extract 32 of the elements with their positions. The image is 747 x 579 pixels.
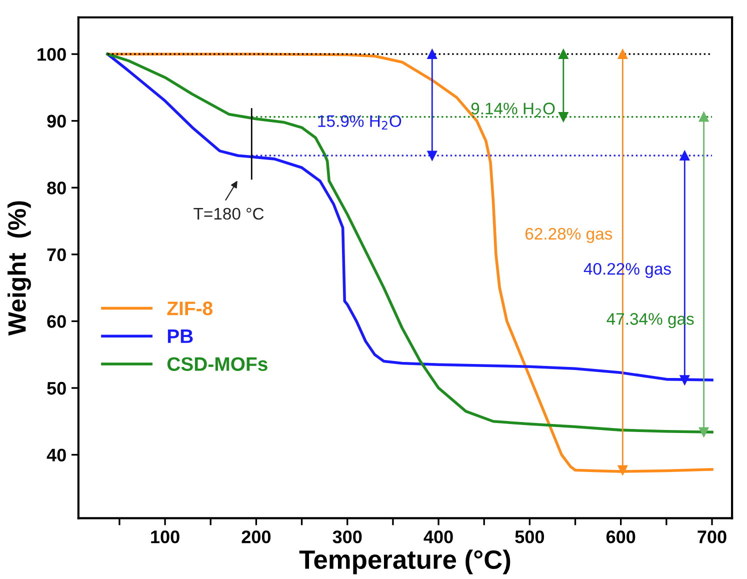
point — [698, 427, 709, 437]
point — [427, 150, 437, 160]
x-tick-label: 300 — [332, 530, 362, 544]
y-tick-label: 90 — [47, 114, 66, 128]
y-tick-label: 100 — [38, 48, 66, 61]
annotation: 62.28% gas — [525, 228, 612, 243]
point — [427, 49, 437, 59]
x-tick-label: 600 — [606, 530, 636, 544]
legend-label: ZIF-8 — [167, 302, 212, 316]
y-tick-label: 80 — [47, 182, 66, 194]
annotation: T=180 °C — [194, 208, 264, 220]
point — [618, 49, 628, 59]
point — [680, 150, 690, 160]
point — [680, 375, 690, 385]
x-tick-label: 400 — [424, 530, 453, 544]
x-tick-label: 200 — [242, 530, 271, 544]
x-tick-label: 700 — [698, 530, 726, 544]
legend-label: PB — [168, 330, 193, 343]
y-tick-label: 40 — [46, 448, 66, 462]
point — [698, 112, 709, 122]
y-tick-label: 50 — [47, 382, 66, 395]
point — [558, 49, 568, 59]
point — [558, 112, 568, 122]
x-axis-title: Temperature (°C) — [299, 550, 510, 574]
y-axis-title: Weight (%) — [8, 201, 31, 336]
legend-label: CSD-MOFs — [167, 357, 268, 371]
x-tick-label: 100 — [151, 530, 180, 544]
y-tick-label: 60 — [47, 315, 66, 328]
annotation: 15.9% H$_{2}$O — [318, 115, 402, 130]
point — [618, 465, 628, 475]
x-tick-label: 500 — [515, 530, 544, 544]
y-tick-label: 70 — [47, 248, 66, 262]
